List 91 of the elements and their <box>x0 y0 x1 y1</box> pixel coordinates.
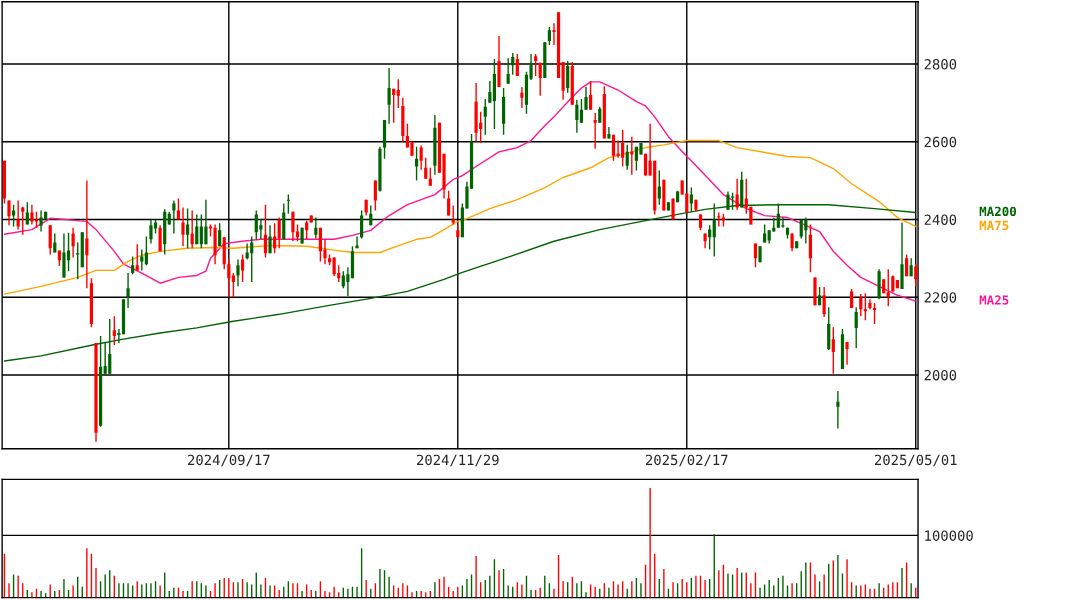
candlestick <box>195 213 199 246</box>
y-tick-label: 2200 <box>924 292 957 303</box>
candlestick <box>836 390 840 430</box>
candlestick <box>39 209 43 233</box>
candlestick <box>30 204 34 226</box>
candlestick <box>140 248 144 272</box>
line-series <box>3 81 917 302</box>
candlestick <box>21 205 25 236</box>
candlestick <box>181 206 185 247</box>
candlestick <box>657 169 661 206</box>
candlestick <box>744 177 748 215</box>
candlestick <box>71 226 75 259</box>
candlestick <box>588 80 593 111</box>
candlestick <box>392 88 396 124</box>
candlestick <box>717 211 721 228</box>
candlestick <box>625 144 629 171</box>
candlestick <box>231 272 235 298</box>
candlestick <box>451 204 455 226</box>
candlestick <box>186 207 190 249</box>
x-tick-label: 2025/02/17 <box>645 454 728 467</box>
line-series <box>3 139 917 295</box>
candlestick <box>396 78 400 109</box>
candlestick <box>804 216 808 245</box>
candlestick <box>236 258 240 288</box>
candlestick <box>538 62 542 97</box>
candlestick <box>419 144 423 171</box>
candlestick <box>277 216 281 249</box>
candlestick <box>799 218 803 240</box>
candlestick <box>566 60 570 94</box>
candlestick <box>630 135 634 176</box>
text: MA200 <box>979 206 1017 217</box>
candlestick <box>781 216 785 229</box>
text: MA25 <box>979 295 1009 305</box>
candlestick <box>447 190 451 217</box>
candlestick <box>263 204 268 259</box>
candlestick <box>250 235 254 283</box>
candlestick <box>579 98 584 124</box>
x-tick-label: 2024/09/17 <box>188 454 270 467</box>
y-tick-label: 2800 <box>924 59 957 70</box>
candlestick <box>534 53 538 77</box>
candlestick <box>511 52 515 76</box>
candlestick <box>204 198 208 246</box>
candlestick <box>318 226 323 263</box>
y-tick-label: 2000 <box>924 369 957 381</box>
candlestick <box>822 286 826 318</box>
candlestick <box>268 224 272 254</box>
candlestick <box>488 80 492 104</box>
y-tick-label: 2600 <box>924 136 957 148</box>
candlestick <box>190 209 194 249</box>
candlestick <box>254 209 258 240</box>
y-tick-label: 100000 <box>925 530 973 541</box>
candlestick <box>11 204 16 228</box>
candlestick <box>227 257 231 298</box>
candlestick <box>593 112 597 150</box>
candlestick <box>48 224 52 256</box>
candlestick <box>126 272 130 309</box>
candlestick <box>149 218 153 245</box>
candlestick <box>616 139 620 159</box>
candlestick <box>158 224 162 253</box>
candlestick <box>808 223 813 274</box>
candlestick <box>611 134 616 162</box>
candlestick <box>135 243 139 272</box>
candlestick <box>584 86 588 111</box>
candlestick <box>112 315 116 346</box>
text: MA75 <box>979 220 1009 231</box>
candlestick <box>346 266 350 297</box>
candlestick <box>831 326 835 375</box>
candlestick <box>859 293 863 317</box>
candlestick <box>291 211 295 242</box>
candlestick <box>575 99 579 134</box>
candlestick <box>424 156 428 180</box>
candlestick <box>863 292 867 321</box>
y-tick-label: 2400 <box>924 214 957 225</box>
candlestick <box>259 218 263 240</box>
candlestick <box>520 86 524 109</box>
x-tick-label: 2025/05/01 <box>874 454 957 467</box>
candlestick <box>172 199 176 235</box>
candlestick <box>506 57 510 85</box>
candlestick <box>886 268 890 307</box>
candlestick <box>16 199 20 231</box>
candlestick <box>854 306 858 349</box>
candlestick <box>483 98 487 136</box>
candlestick <box>872 302 877 325</box>
x-tick-label: 2024/11/29 <box>417 454 499 467</box>
candlestick <box>7 199 11 226</box>
candlestick <box>25 201 29 226</box>
candlestick <box>414 146 419 182</box>
candlestick <box>314 216 318 240</box>
candlestick <box>360 209 364 240</box>
candlestick <box>53 232 57 254</box>
candlestick <box>387 67 391 125</box>
